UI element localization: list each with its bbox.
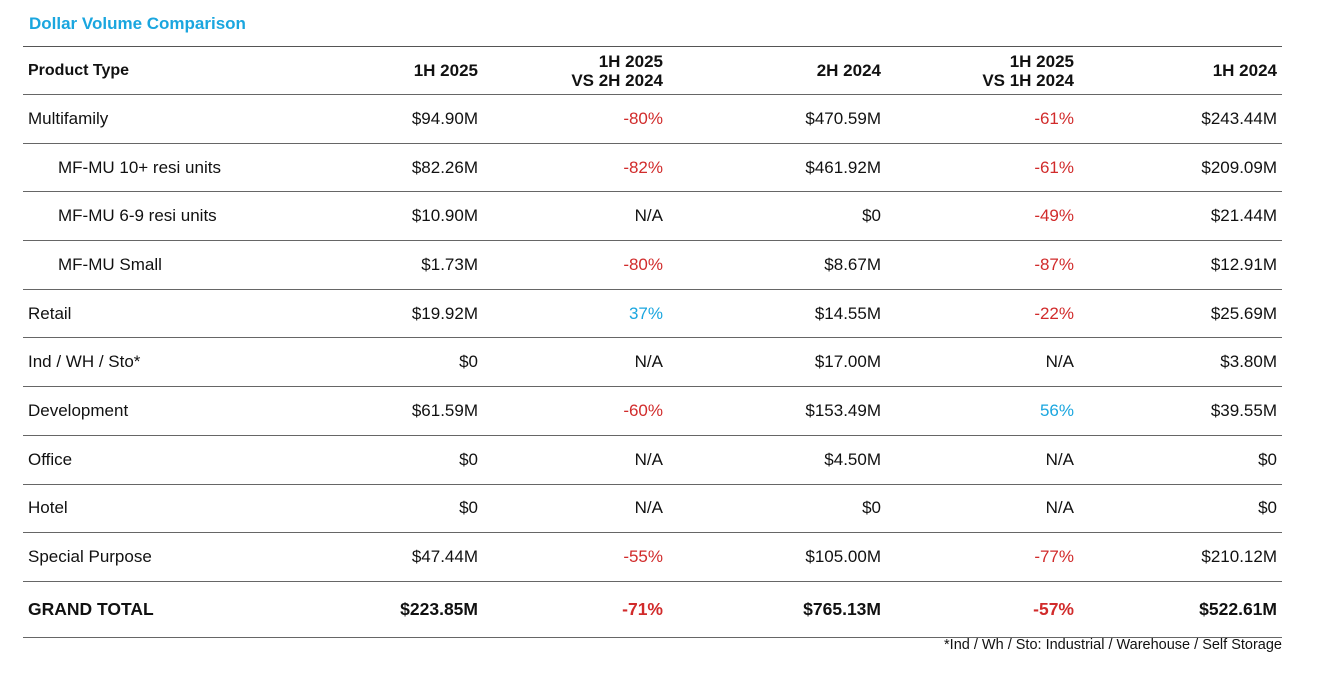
row-vs-1h-2024: N/A bbox=[1045, 352, 1074, 372]
table-row: Special Purpose $47.44M -55% $105.00M -77% $2… bbox=[23, 533, 1282, 582]
total-label: GRAND TOTAL bbox=[28, 598, 154, 619]
row-vs-1h-2024: -49% bbox=[1034, 206, 1074, 226]
row-vs-2h-2024: N/A bbox=[634, 498, 663, 518]
row-2h-2024: $4.50M bbox=[824, 449, 881, 469]
row-2h-2024: $17.00M bbox=[814, 352, 881, 372]
row-1h-2025: $61.59M bbox=[411, 400, 478, 420]
row-vs-1h-2024: N/A bbox=[1045, 498, 1074, 518]
row-vs-1h-2024: -87% bbox=[1034, 254, 1074, 274]
row-1h-2024: $0 bbox=[1258, 498, 1277, 518]
row-vs-2h-2024: -55% bbox=[623, 547, 663, 567]
row-1h-2025: $0 bbox=[459, 449, 478, 469]
row-vs-2h-2024: N/A bbox=[634, 449, 663, 469]
row-vs-1h-2024: -22% bbox=[1034, 303, 1074, 323]
header-product-type: Product Type bbox=[28, 62, 130, 79]
row-vs-2h-2024: 37% bbox=[628, 303, 663, 323]
row-1h-2024: $12.91M bbox=[1210, 254, 1277, 274]
row-vs-2h-2024: -80% bbox=[623, 254, 663, 274]
dollar-volume-table: Product Type 1H 2025 1H 2025 VS 2H 2024 … bbox=[23, 46, 1282, 638]
row-2h-2024: $470.59M bbox=[805, 108, 881, 128]
table-row: Development $61.59M -60% $153.49M 56% $39.55M bbox=[23, 387, 1282, 436]
row-1h-2024: $39.55M bbox=[1210, 400, 1277, 420]
table-header-row: Product Type 1H 2025 1H 2025 VS 2H 2024 … bbox=[23, 47, 1282, 95]
row-2h-2024: $0 bbox=[862, 206, 881, 226]
row-1h-2025: $10.90M bbox=[411, 206, 478, 226]
table-row: MF-MU 10+ resi units $82.26M -82% $461.92M -… bbox=[23, 144, 1282, 193]
table-row: Office $0 N/A $4.50M N/A $0 bbox=[23, 436, 1282, 485]
header-1h-2024: 1H 2024 bbox=[1212, 61, 1277, 80]
row-1h-2024: $209.09M bbox=[1201, 157, 1277, 177]
row-2h-2024: $153.49M bbox=[805, 400, 881, 420]
footnote: *Ind / Wh / Sto: Industrial / Warehouse … bbox=[944, 637, 1282, 653]
row-product-type: MF-MU Small bbox=[58, 254, 162, 274]
header-2h-2024: 2H 2024 bbox=[816, 61, 881, 80]
row-1h-2024: $0 bbox=[1258, 449, 1277, 469]
row-product-type: Special Purpose bbox=[28, 547, 152, 567]
row-1h-2024: $25.69M bbox=[1210, 303, 1277, 323]
row-vs-2h-2024: -82% bbox=[623, 157, 663, 177]
header-1h-2025: 1H 2025 bbox=[413, 61, 478, 80]
grand-total-row: GRAND TOTAL $223.85M -71% $765.13M -57% … bbox=[23, 582, 1282, 638]
row-vs-2h-2024: -80% bbox=[623, 108, 663, 128]
row-product-type: Development bbox=[28, 400, 129, 420]
row-1h-2024: $21.44M bbox=[1210, 206, 1277, 226]
header-line: 1H 2025 bbox=[1009, 51, 1074, 71]
row-product-type: Retail bbox=[28, 303, 72, 323]
row-product-type: Hotel bbox=[28, 498, 68, 518]
header-line: VS 2H 2024 bbox=[571, 70, 663, 90]
row-1h-2024: $3.80M bbox=[1220, 352, 1277, 372]
total-1h-2024: $522.61M bbox=[1199, 598, 1277, 619]
row-vs-2h-2024: N/A bbox=[634, 206, 663, 226]
table-row: MF-MU 6-9 resi units $10.90M N/A $0 -49% $21.… bbox=[23, 192, 1282, 242]
row-1h-2024: $210.12M bbox=[1201, 547, 1277, 567]
table-row: Ind / WH / Sto* $0 N/A $17.00M N/A $3.80M bbox=[23, 338, 1282, 388]
total-2h-2024: $765.13M bbox=[803, 598, 881, 619]
row-2h-2024: $0 bbox=[862, 498, 881, 518]
row-vs-2h-2024: -60% bbox=[623, 400, 663, 420]
table-row: MF-MU Small $1.73M -80% $8.67M -87% $12.91M bbox=[23, 241, 1282, 290]
row-2h-2024: $8.67M bbox=[824, 254, 881, 274]
table-body: Multifamily $94.90M -80% $470.59M -61% $243.4… bbox=[23, 95, 1282, 582]
row-vs-1h-2024: -61% bbox=[1034, 108, 1074, 128]
row-2h-2024: $14.55M bbox=[814, 303, 881, 323]
row-product-type: MF-MU 6-9 resi units bbox=[58, 206, 217, 226]
total-1h-2025: $223.85M bbox=[400, 598, 478, 619]
header-line: VS 1H 2024 bbox=[982, 70, 1074, 90]
table-row: Hotel $0 N/A $0 N/A $0 bbox=[23, 485, 1282, 534]
row-2h-2024: $105.00M bbox=[805, 547, 881, 567]
total-vs-2h-2024: -71% bbox=[622, 598, 663, 619]
table-top-rule bbox=[23, 46, 1282, 47]
table-row: Multifamily $94.90M -80% $470.59M -61% $243.4… bbox=[23, 95, 1282, 144]
row-vs-1h-2024: N/A bbox=[1045, 449, 1074, 469]
row-1h-2024: $243.44M bbox=[1201, 108, 1277, 128]
header-line: 1H 2025 bbox=[598, 51, 663, 71]
row-2h-2024: $461.92M bbox=[805, 157, 881, 177]
row-vs-2h-2024: N/A bbox=[634, 352, 663, 372]
row-1h-2025: $0 bbox=[459, 352, 478, 372]
header-1h-2025-vs-1h-2024: 1H 2025 VS 1H 2024 bbox=[881, 52, 1074, 90]
header-1h-2025-vs-2h-2024: 1H 2025 VS 2H 2024 bbox=[478, 52, 663, 90]
row-1h-2025: $47.44M bbox=[411, 547, 478, 567]
row-product-type: Office bbox=[28, 449, 73, 469]
row-product-type: MF-MU 10+ resi units bbox=[58, 157, 221, 177]
row-1h-2025: $1.73M bbox=[421, 254, 478, 274]
row-vs-1h-2024: 56% bbox=[1039, 400, 1074, 420]
table-row: Retail $19.92M 37% $14.55M -22% $25.69M bbox=[23, 290, 1282, 339]
row-1h-2025: $19.92M bbox=[411, 303, 478, 323]
row-1h-2025: $82.26M bbox=[411, 157, 478, 177]
row-1h-2025: $0 bbox=[459, 498, 478, 518]
row-vs-1h-2024: -61% bbox=[1034, 157, 1074, 177]
row-product-type: Multifamily bbox=[28, 108, 109, 128]
row-product-type: Ind / WH / Sto* bbox=[28, 352, 141, 372]
row-vs-1h-2024: -77% bbox=[1034, 547, 1074, 567]
total-vs-1h-2024: -57% bbox=[1033, 598, 1074, 619]
page-title: Dollar Volume Comparison bbox=[29, 14, 246, 33]
row-1h-2025: $94.90M bbox=[411, 108, 478, 128]
